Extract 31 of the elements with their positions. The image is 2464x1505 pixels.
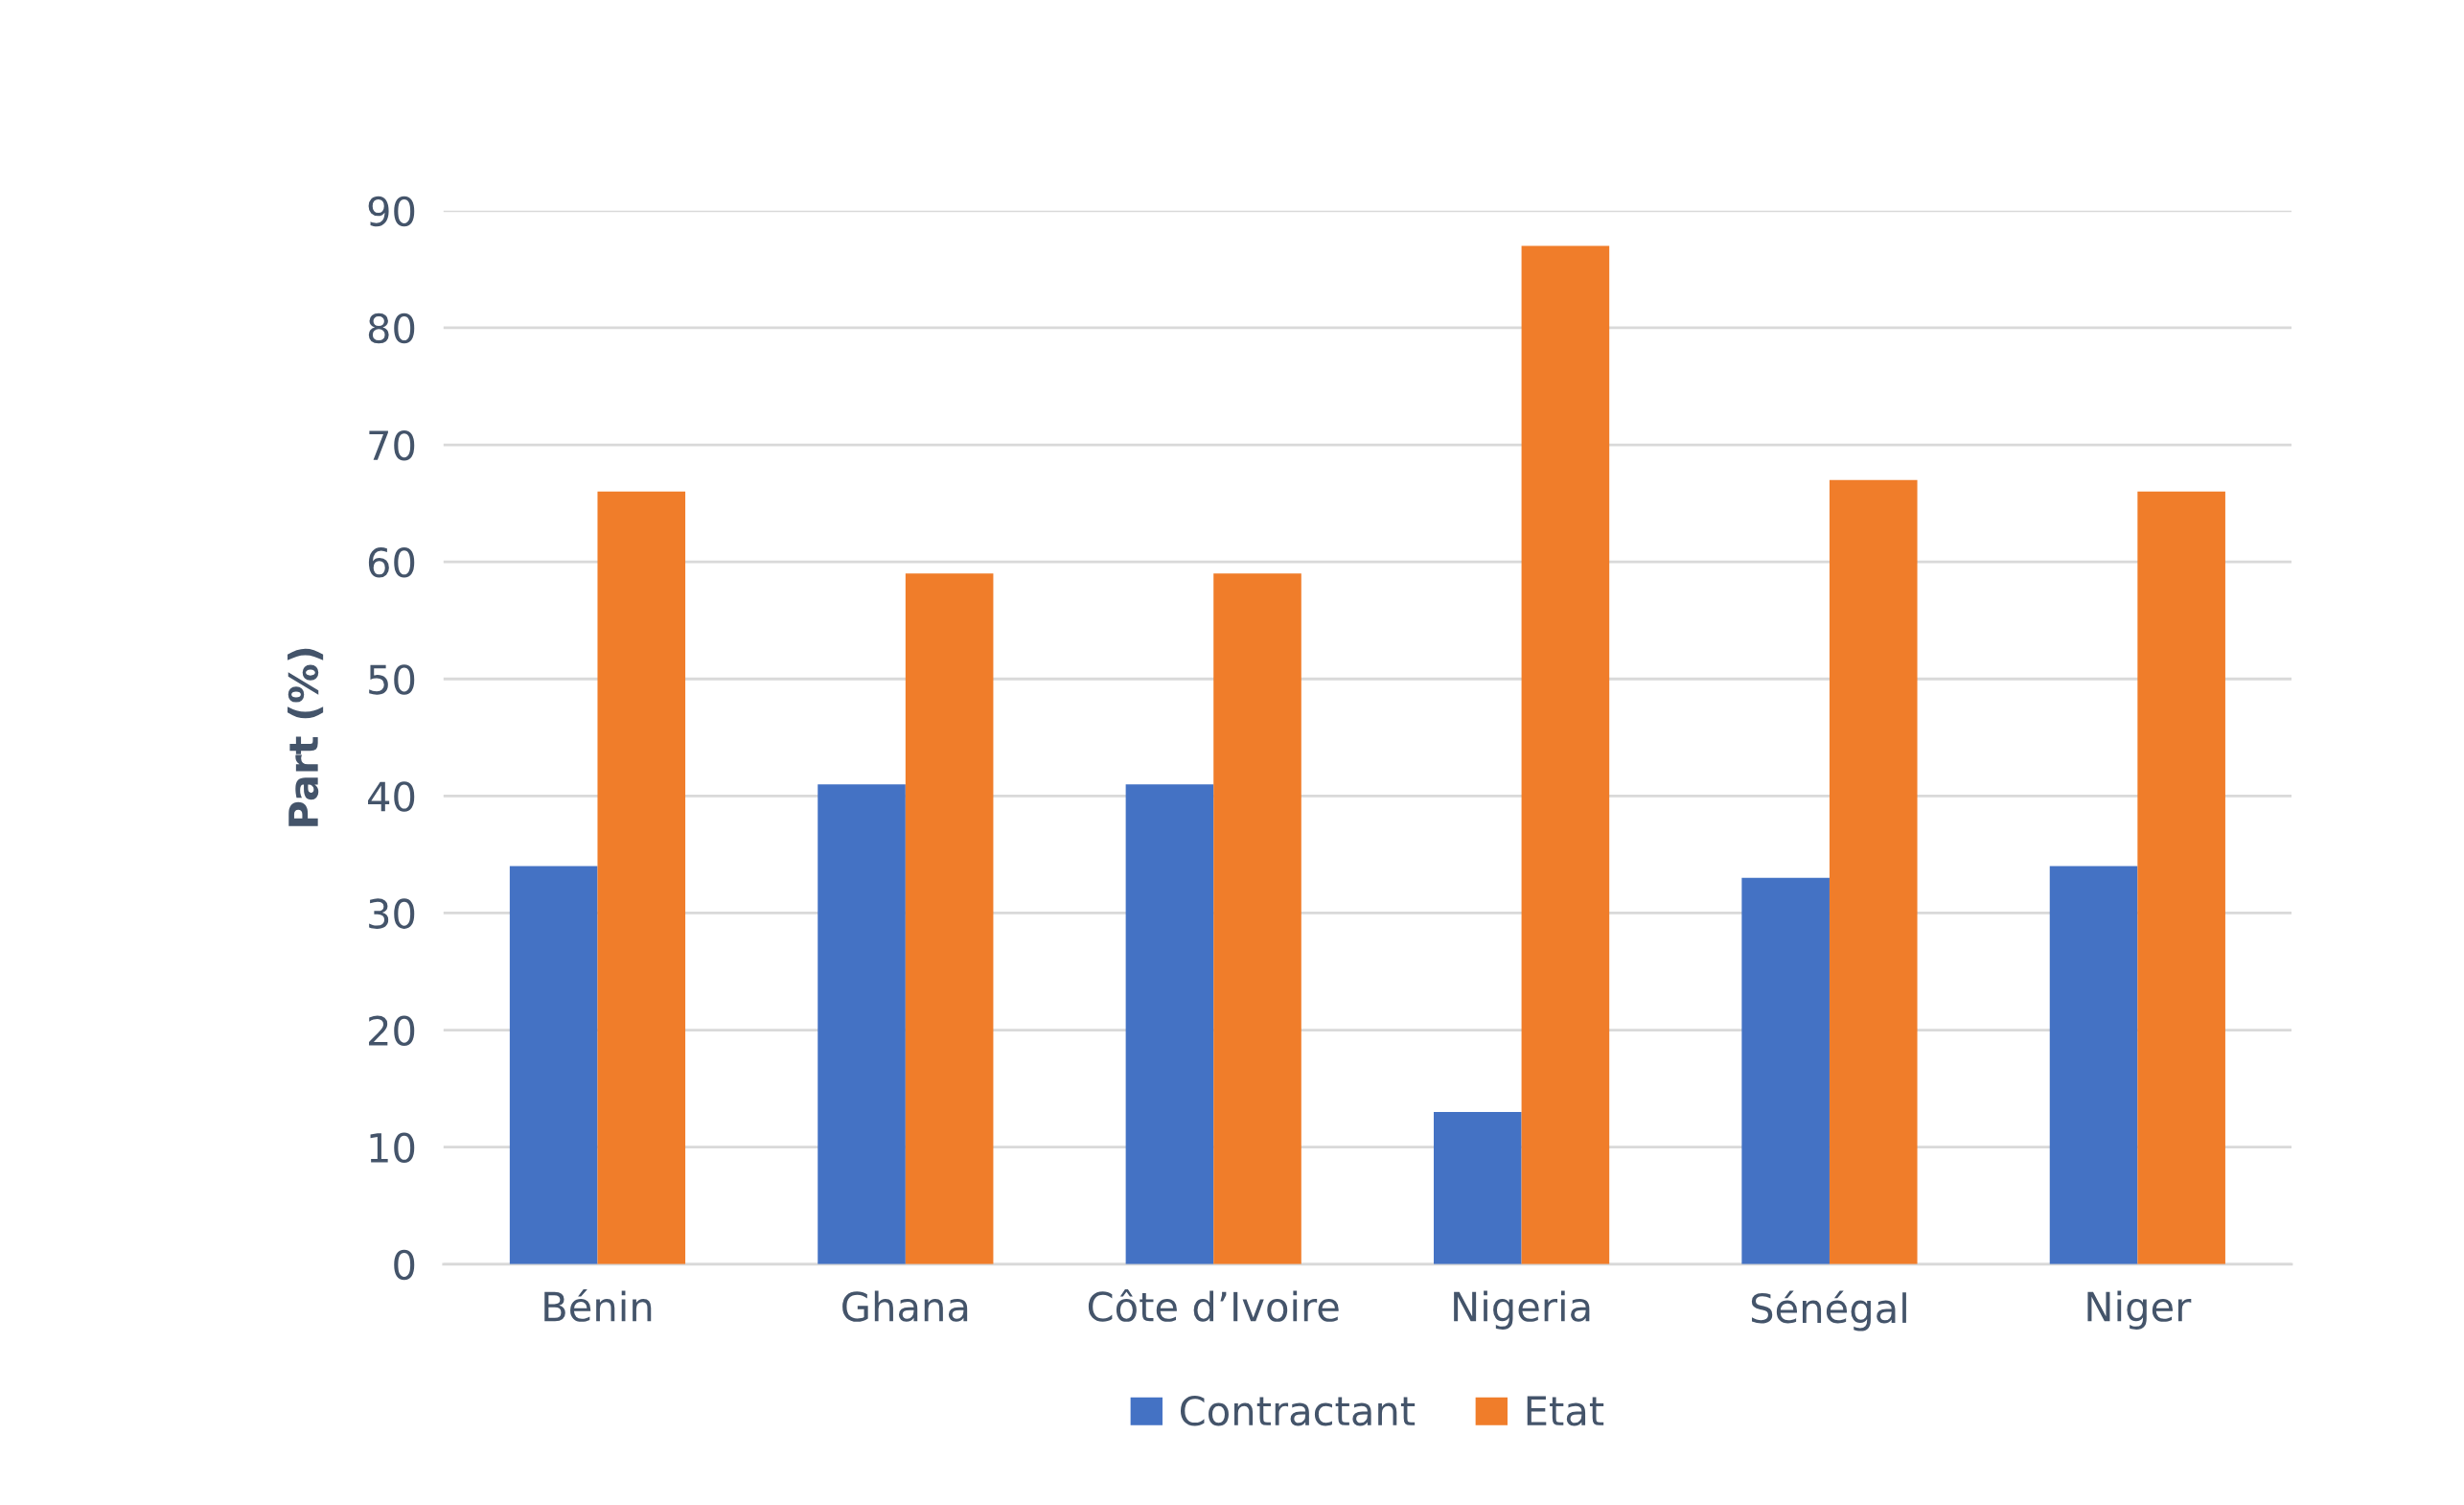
y-tick-label: 20 [369, 1015, 415, 1046]
bar [2137, 491, 2225, 1264]
bar [1521, 245, 1610, 1264]
bar [509, 866, 598, 1264]
legend-label: Etat [1527, 1396, 1604, 1426]
bar [1213, 573, 1301, 1264]
bar [817, 784, 906, 1264]
y-tick-label: 70 [369, 429, 415, 461]
bar [1741, 877, 1830, 1264]
y-tick-label: 0 [394, 1249, 415, 1281]
y-tick-label: 40 [368, 781, 415, 812]
x-tick-label: Niger [2087, 1290, 2192, 1330]
x-tick-label: Sénégal [1751, 1290, 1906, 1331]
bar [1829, 479, 1918, 1264]
bar [1434, 1112, 1522, 1264]
x-tick-label: Côte d’Ivoire [1088, 1288, 1339, 1322]
legend-label: Contractant [1180, 1395, 1416, 1426]
y-axis-title: Part (%) [288, 648, 324, 826]
y-tick-label: 60 [368, 547, 415, 578]
bar [597, 491, 686, 1264]
x-tick-label: Bénin [544, 1288, 652, 1322]
x-tick-label: Ghana [842, 1290, 968, 1322]
x-tick-label: Nigeria [1454, 1290, 1590, 1330]
bar [905, 573, 994, 1264]
y-tick-label: 50 [369, 664, 415, 695]
y-tick-label: 10 [370, 1132, 415, 1164]
bar [2049, 866, 2138, 1264]
y-tick-label: 90 [368, 196, 415, 227]
y-tick-label: 30 [369, 898, 415, 929]
bar [1125, 784, 1214, 1264]
y-tick-label: 80 [368, 313, 415, 344]
